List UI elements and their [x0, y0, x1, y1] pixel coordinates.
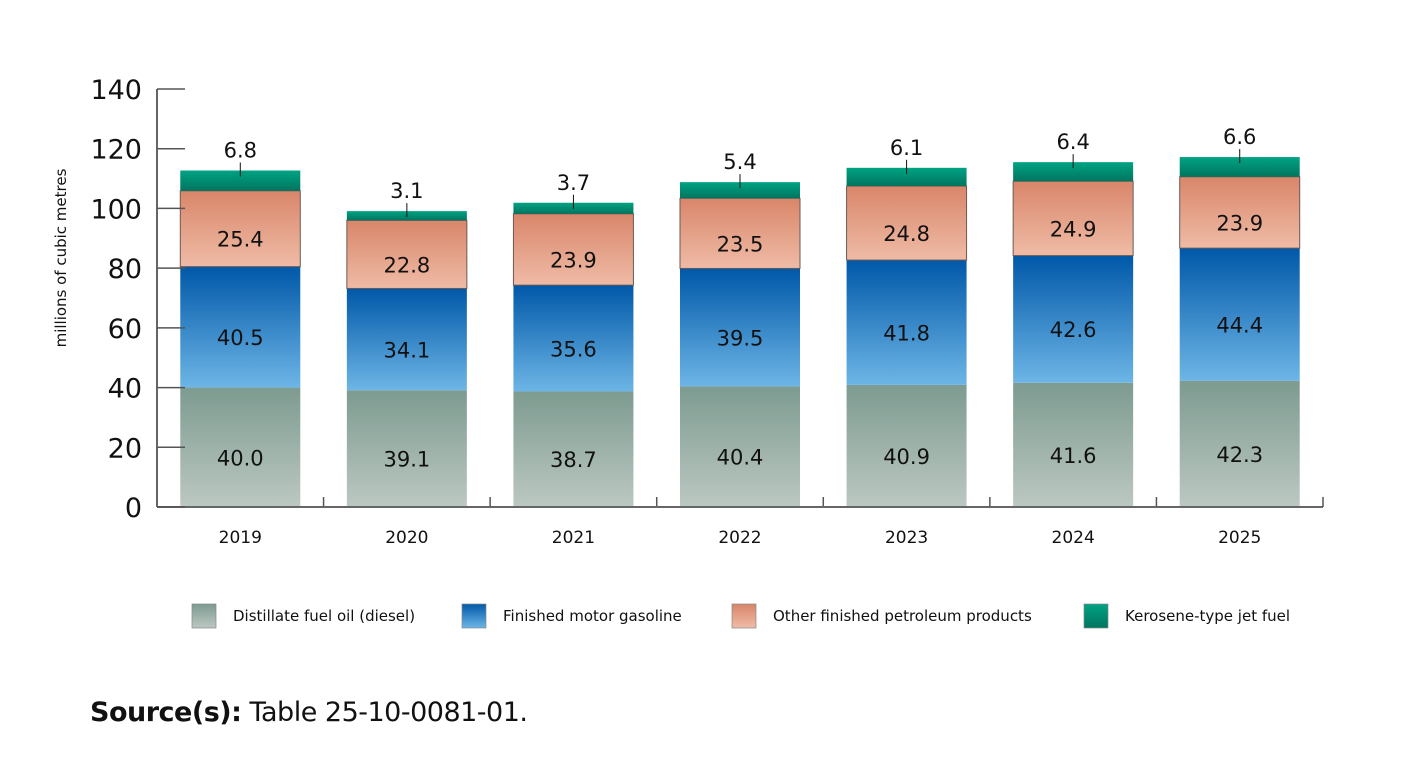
- data-label: 22.8: [383, 253, 430, 277]
- bar-segment: [846, 384, 967, 507]
- bar-segment: [846, 185, 968, 261]
- x-tick-label: 2021: [552, 528, 595, 548]
- data-label: 3.7: [557, 171, 590, 195]
- data-label: 24.8: [883, 222, 930, 246]
- bar-segment: [1179, 248, 1300, 381]
- y-tick-label: 140: [90, 75, 142, 106]
- data-label: 6.8: [224, 139, 257, 163]
- data-label: 39.1: [383, 448, 430, 472]
- bar-segment: [1179, 157, 1300, 177]
- bar-segment: [180, 170, 301, 191]
- legend-swatch: [191, 603, 217, 629]
- bar-segment: [179, 190, 301, 268]
- data-label: 6.1: [890, 136, 923, 160]
- bar-segment: [846, 260, 967, 385]
- data-label: 34.1: [383, 338, 430, 362]
- data-label: 3.1: [390, 179, 423, 203]
- bar-segment: [1179, 380, 1300, 507]
- legend-label: Other finished petroleum products: [773, 607, 1032, 625]
- y-tick-label: 120: [90, 135, 142, 166]
- x-tick-label: 2023: [885, 528, 928, 548]
- bar-segment: [680, 182, 800, 199]
- data-label: 35.6: [550, 337, 597, 361]
- data-label: 40.5: [217, 326, 264, 350]
- data-label: 42.3: [1216, 443, 1263, 467]
- legend-swatch: [731, 603, 757, 629]
- y-tick-label: 80: [108, 254, 142, 285]
- source-label: Source(s):: [90, 697, 242, 728]
- data-label: 6.4: [1056, 130, 1089, 154]
- y-tick-label: 0: [125, 493, 142, 524]
- data-label: 23.9: [1216, 211, 1263, 235]
- x-tick-label: 2024: [1052, 528, 1095, 548]
- data-label: 25.4: [217, 228, 264, 252]
- bar-segment: [180, 387, 301, 507]
- bar-segment: [512, 213, 634, 286]
- x-tick-label: 2022: [718, 528, 761, 548]
- data-label: 5.4: [723, 150, 756, 174]
- data-label: 40.9: [883, 445, 930, 469]
- bar-segment: [679, 197, 801, 269]
- bar-segment: [513, 285, 634, 392]
- source-text: Table 25-10-0081-01.: [241, 697, 528, 728]
- bar-segment: [1179, 176, 1301, 249]
- bar-segment: [1013, 382, 1134, 507]
- data-label: 41.6: [1050, 444, 1097, 468]
- data-label: 39.5: [717, 326, 764, 350]
- data-label: 24.9: [1050, 217, 1097, 241]
- stacked-bar-chart: millions of cubic metres 40.0 40.5 25.4 6.8…: [52, 75, 1324, 629]
- legend-label: Kerosene-type jet fuel: [1125, 607, 1290, 625]
- legend-swatch: [461, 603, 487, 629]
- bar-segment: [1013, 255, 1134, 383]
- legend-swatch: [1083, 603, 1109, 629]
- bar-segment: [680, 386, 800, 507]
- bar-segment: [513, 391, 634, 507]
- y-tick-label: 40: [108, 374, 142, 405]
- bar-segment: [846, 167, 967, 187]
- data-label: 40.0: [217, 446, 264, 470]
- y-tick-label: 20: [108, 433, 142, 464]
- data-label: 40.4: [717, 446, 764, 470]
- x-tick-label: 2019: [219, 528, 262, 548]
- source-note: Source(s): Table 25-10-0081-01.: [90, 697, 528, 728]
- legend-label: Distillate fuel oil (diesel): [233, 607, 415, 625]
- data-label: 23.9: [550, 248, 597, 272]
- data-label: 38.7: [550, 448, 597, 472]
- y-tick-label: 100: [90, 194, 142, 225]
- data-label: 42.6: [1050, 318, 1097, 342]
- y-tick-label: 60: [108, 314, 142, 345]
- legend-label: Finished motor gasoline: [503, 607, 682, 625]
- data-label: 6.6: [1223, 125, 1256, 149]
- bar-segment: [346, 390, 467, 507]
- data-label: 44.4: [1216, 313, 1263, 337]
- bar-segment: [346, 288, 467, 391]
- bar-segment: [680, 268, 800, 387]
- bar-segment: [1013, 162, 1134, 182]
- y-axis-label: millions of cubic metres: [52, 168, 70, 347]
- data-label: 23.5: [717, 232, 764, 256]
- bar-segment: [180, 266, 301, 388]
- x-tick-label: 2025: [1218, 528, 1261, 548]
- x-tick-label: 2020: [385, 528, 428, 548]
- bar-segment: [1012, 180, 1134, 257]
- data-label: 41.8: [883, 321, 930, 345]
